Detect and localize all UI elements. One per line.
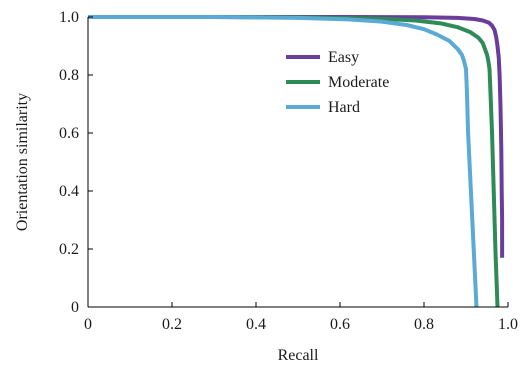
y-tick-label: 0.6 [59, 125, 79, 142]
legend-item-hard: Hard [286, 99, 360, 116]
series-line-easy [88, 15, 505, 258]
x-tick-label: 0.6 [330, 316, 350, 333]
series-line-moderate [88, 15, 500, 308]
y-axis-label: Orientation similarity [14, 93, 31, 231]
series-line-hard [88, 15, 479, 308]
y-tick-label: 0.4 [59, 183, 79, 200]
legend-item-easy: Easy [286, 49, 359, 66]
y-tick-label: 0 [71, 299, 79, 316]
x-tick-label: 1.0 [498, 316, 518, 333]
legend-label: Hard [328, 99, 360, 116]
ticks-layer: 0 0.2 0.4 0.6 0.8 1.0 0 0.2 0.4 0.6 0.8 1.0 [59, 9, 518, 333]
legend-label: Easy [328, 49, 359, 66]
y-tick-label: 0.2 [59, 241, 79, 258]
y-tick-label: 0.8 [59, 67, 79, 84]
x-tick-label: 0.4 [246, 316, 266, 333]
axes-layer [87, 17, 508, 308]
x-axis-label: Recall [278, 347, 319, 364]
legend-item-moderate: Moderate [286, 74, 389, 91]
legend-label: Moderate [328, 74, 389, 91]
x-tick-label: 0.2 [162, 316, 182, 333]
y-tick-label: 1.0 [59, 9, 79, 26]
x-tick-label: 0 [84, 316, 92, 333]
x-tick-label: 0.8 [414, 316, 434, 333]
series-layer [88, 15, 505, 308]
legend: Easy Moderate Hard [286, 49, 389, 116]
